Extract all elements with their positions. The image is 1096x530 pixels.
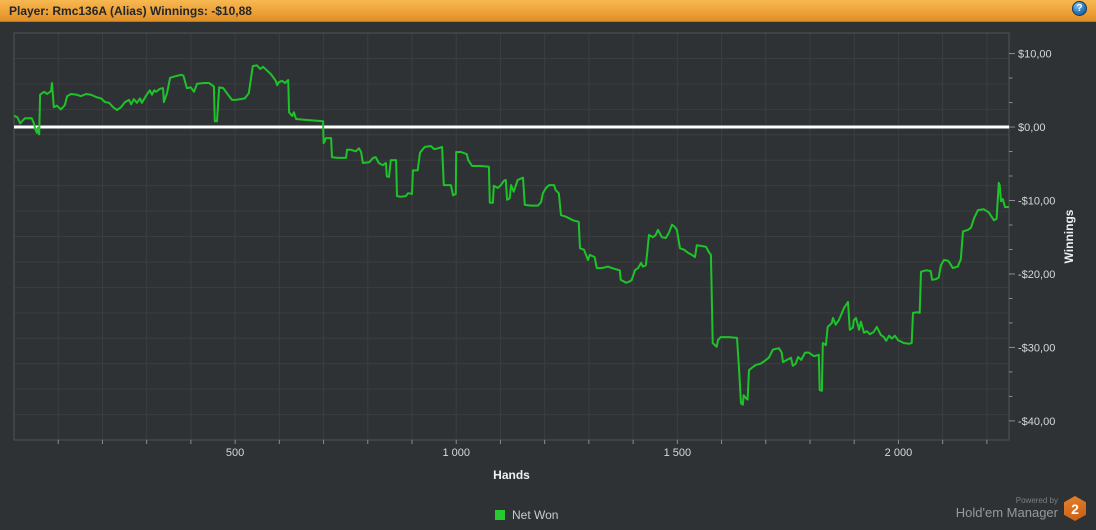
hm2-logo-icon: 2 xyxy=(1064,496,1086,521)
x-axis-title: Hands xyxy=(493,468,530,482)
x-tick-label: 1 500 xyxy=(664,447,692,459)
net-won-line xyxy=(13,64,1010,406)
net-won-swatch-icon xyxy=(495,510,505,520)
y-tick-label: -$40,00 xyxy=(1018,416,1055,428)
branding: Powered by Hold'em Manager 2 xyxy=(956,496,1086,521)
plot-border xyxy=(13,32,1010,441)
y-tick-label: -$30,00 xyxy=(1018,342,1055,354)
winnings-value: -$10,88 xyxy=(211,3,252,18)
x-tick-label: 2 000 xyxy=(885,447,913,459)
chart-legend: Net Won xyxy=(495,508,558,522)
y-tick-label: $10,00 xyxy=(1018,49,1052,61)
x-tick-label: 500 xyxy=(226,447,244,459)
x-tick-label: 1 000 xyxy=(442,447,470,459)
player-info-bar: Player: Rmc136A (Alias) Winnings: -$10,8… xyxy=(0,0,1096,22)
y-tick-label: $0,00 xyxy=(1018,122,1046,134)
player-value: Rmc136A (Alias) xyxy=(52,3,147,18)
help-icon[interactable]: ? xyxy=(1072,1,1087,16)
winnings-label: Winnings: xyxy=(149,3,208,18)
legend-label-net-won: Net Won xyxy=(512,508,559,522)
y-axis-title: Winnings xyxy=(1062,209,1076,263)
brand-text: Hold'em Manager xyxy=(955,504,1058,520)
y-tick-label: -$10,00 xyxy=(1018,196,1055,208)
powered-by-text: Powered by xyxy=(1015,495,1058,505)
y-tick-label: -$20,00 xyxy=(1018,269,1055,281)
player-label: Player: xyxy=(9,3,50,18)
